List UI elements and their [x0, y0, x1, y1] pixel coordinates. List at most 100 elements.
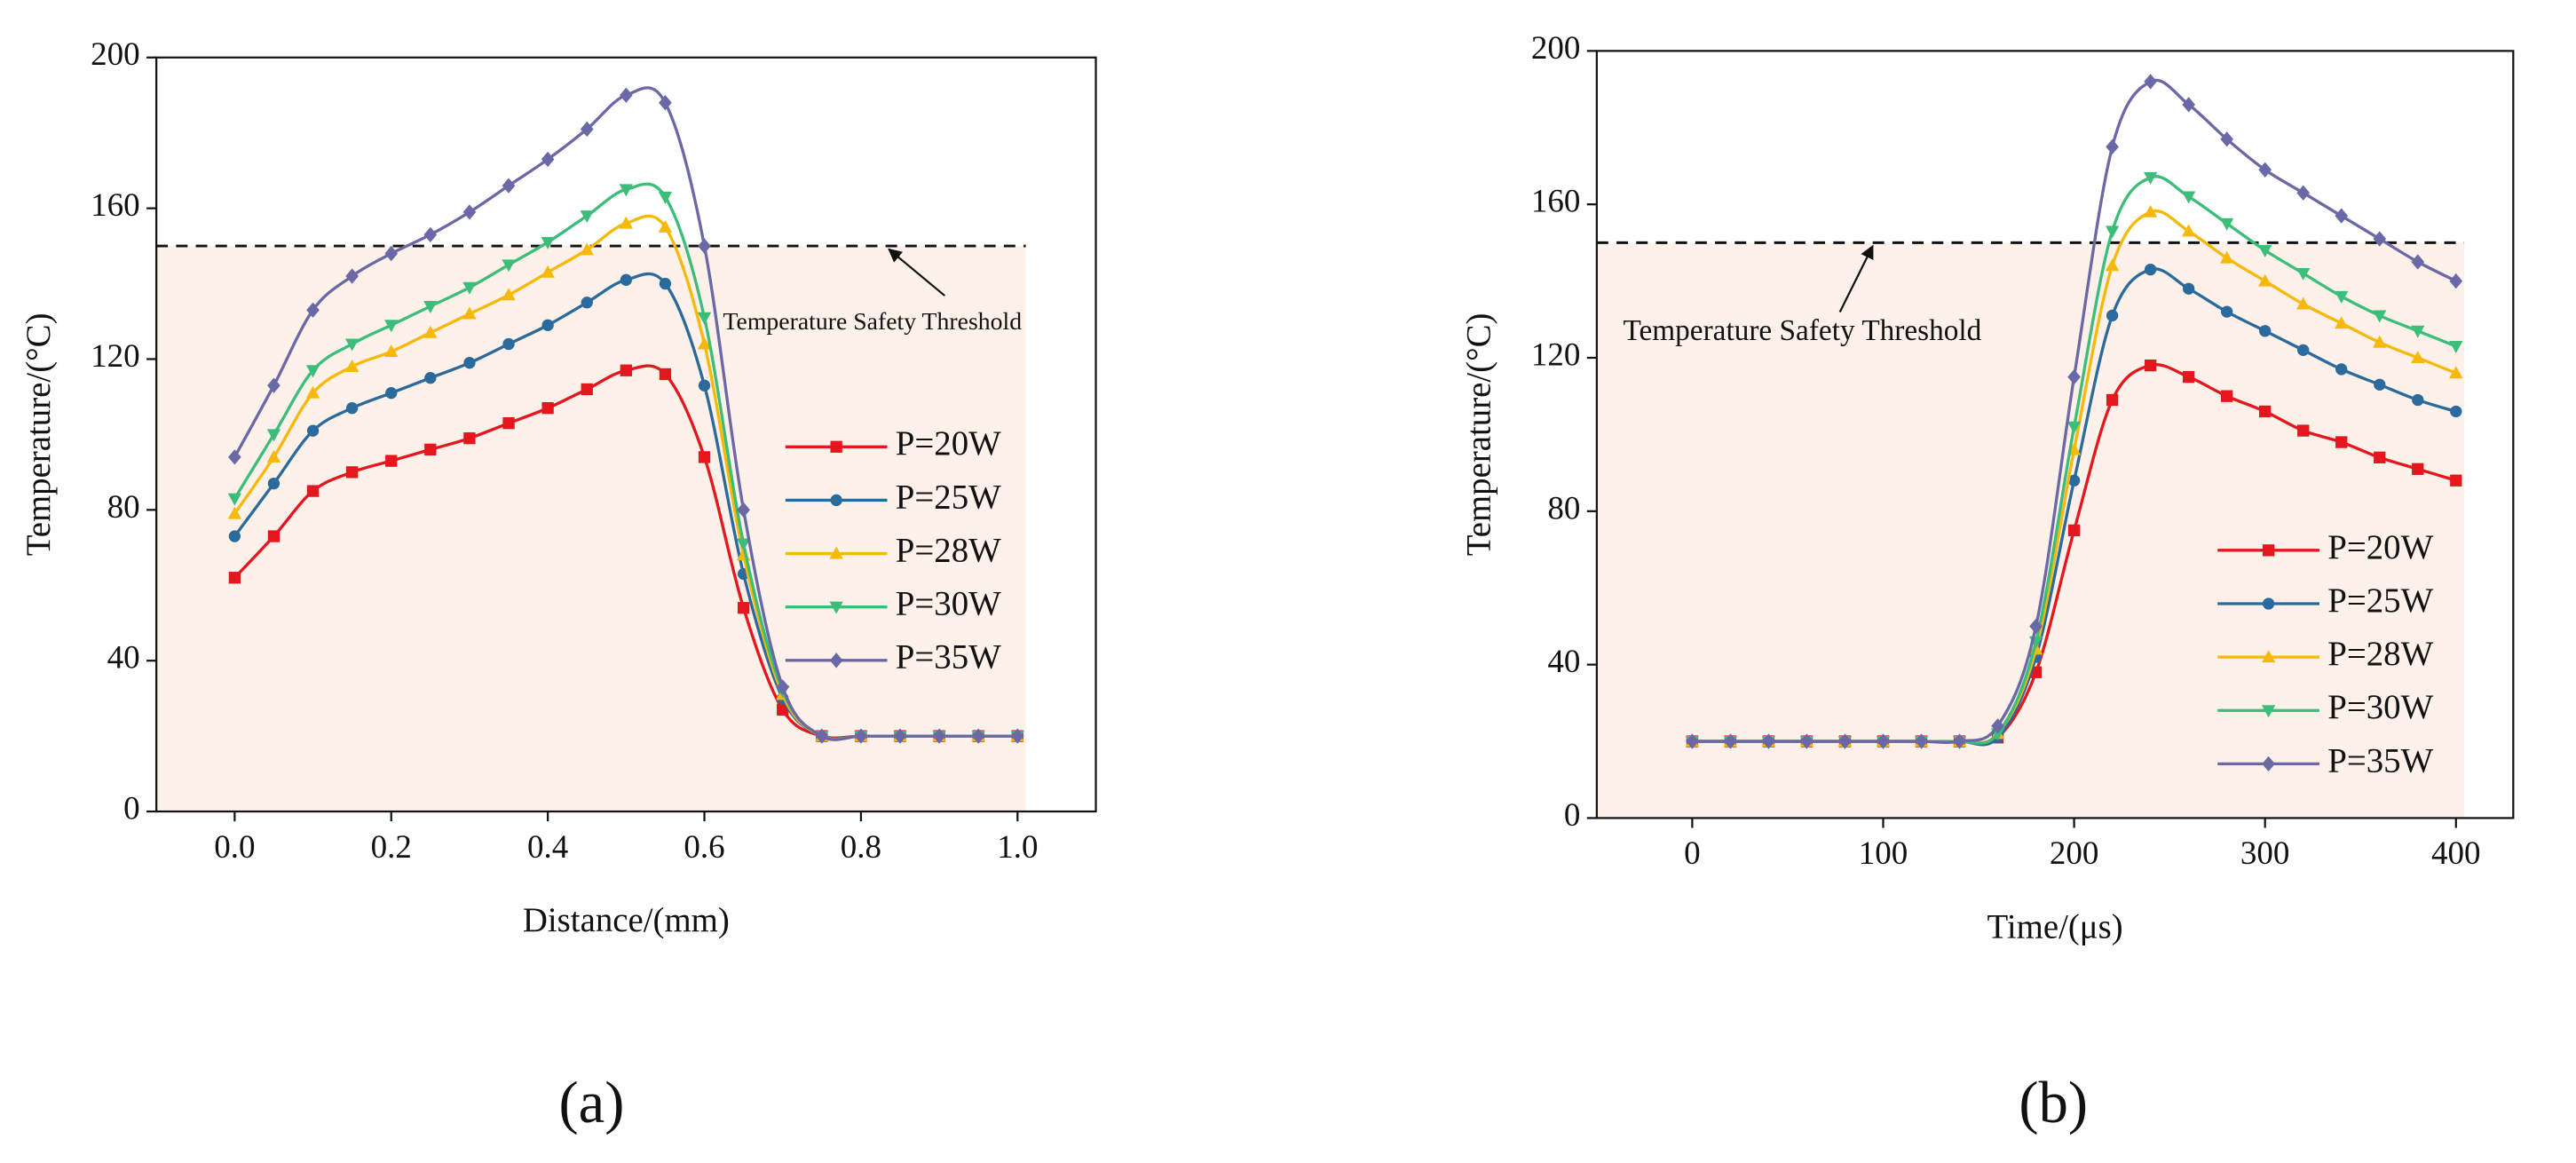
marker: [580, 242, 594, 256]
marker: [2259, 325, 2272, 337]
marker: [423, 325, 438, 338]
marker: [2143, 204, 2158, 218]
legend-marker: [2261, 705, 2276, 718]
marker: [2373, 335, 2387, 348]
marker: [2182, 282, 2195, 295]
marker: [2297, 344, 2310, 357]
y-tick-label: 0: [1564, 797, 1581, 834]
x-tick-label: 200: [2050, 835, 2098, 872]
legend-marker: [2262, 544, 2275, 557]
y-axis-label: Temperature/(°C): [20, 313, 58, 556]
marker: [2373, 310, 2387, 323]
marker: [737, 602, 750, 614]
marker: [267, 530, 281, 542]
marker: [227, 493, 242, 506]
marker: [1686, 733, 1699, 749]
marker: [2066, 421, 2082, 434]
marker: [463, 357, 476, 369]
legend-marker: [829, 601, 843, 614]
legend-label: P=20W: [2327, 528, 2433, 566]
marker: [2335, 290, 2349, 304]
marker: [1877, 733, 1890, 749]
x-tick-label: 0.4: [527, 829, 568, 866]
marker: [344, 338, 360, 352]
marker: [2335, 363, 2348, 376]
marker: [228, 530, 241, 542]
y-tick-label: 120: [1531, 336, 1581, 373]
marker: [1010, 728, 1024, 744]
legend-marker: [829, 653, 843, 669]
marker: [659, 277, 672, 290]
safe-region: [1596, 242, 2465, 819]
marker: [2067, 524, 2081, 537]
x-tick-label: 0.8: [841, 829, 881, 866]
marker: [2449, 366, 2463, 379]
marker: [698, 379, 711, 392]
y-tick-label: 200: [91, 36, 140, 73]
threshold-label: Temperature Safety Threshold: [723, 308, 1023, 336]
marker: [541, 402, 554, 415]
legend-marker: [829, 546, 843, 559]
marker: [2297, 424, 2310, 437]
marker: [2374, 378, 2386, 391]
chart-panel: Temperature Safety Threshold 0 100 200 300 40…: [1460, 30, 2515, 1135]
marker: [620, 273, 632, 286]
marker: [2067, 474, 2081, 487]
marker: [502, 337, 515, 351]
marker: [580, 210, 594, 224]
marker: [2411, 254, 2425, 270]
legend-label: P=35W: [896, 638, 1001, 676]
legend-label: P=35W: [2327, 741, 2433, 779]
marker: [424, 372, 437, 384]
marker: [305, 365, 320, 378]
marker: [1915, 733, 1928, 749]
x-axis-label: Time/(μs): [1987, 908, 2122, 946]
marker: [698, 238, 711, 254]
marker: [619, 216, 633, 229]
x-tick-label: 1.0: [997, 829, 1038, 866]
y-tick-label: 40: [107, 640, 140, 676]
y-tick-label: 160: [91, 187, 140, 224]
marker: [2106, 309, 2119, 322]
marker: [2220, 218, 2234, 231]
marker: [815, 728, 829, 744]
marker: [266, 429, 281, 442]
marker: [345, 402, 359, 415]
marker: [581, 297, 593, 309]
legend-marker: [2261, 650, 2276, 663]
marker: [2258, 162, 2272, 178]
y-tick-label: 120: [91, 338, 140, 375]
marker: [228, 572, 241, 584]
y-tick-label: 80: [107, 489, 140, 526]
y-tick-label: 40: [1547, 644, 1580, 680]
threshold-arrow: [888, 248, 946, 297]
x-tick-label: 0.2: [371, 829, 412, 866]
marker: [2258, 273, 2272, 287]
marker: [2335, 208, 2349, 224]
marker: [581, 383, 593, 396]
legend-label: P=28W: [2327, 635, 2433, 673]
marker: [2181, 224, 2196, 237]
marker: [1953, 733, 1966, 749]
marker: [2411, 325, 2425, 338]
legend-marker: [830, 440, 842, 453]
y-tick-label: 80: [1547, 490, 1580, 526]
marker: [385, 387, 398, 400]
marker: [2221, 390, 2233, 402]
marker: [658, 191, 673, 204]
marker: [2296, 297, 2311, 310]
panel-label: (a): [559, 1071, 625, 1135]
marker: [1800, 733, 1813, 749]
y-tick-label: 200: [1531, 30, 1581, 67]
legend-label: P=20W: [896, 424, 1001, 463]
marker: [2105, 258, 2120, 272]
marker: [502, 259, 516, 273]
x-tick-label: 0.6: [684, 829, 724, 866]
marker: [697, 336, 712, 350]
marker: [541, 236, 555, 249]
plot-frame: [1595, 50, 2515, 819]
marker: [1762, 733, 1775, 749]
marker: [2296, 185, 2311, 201]
marker: [619, 184, 633, 197]
